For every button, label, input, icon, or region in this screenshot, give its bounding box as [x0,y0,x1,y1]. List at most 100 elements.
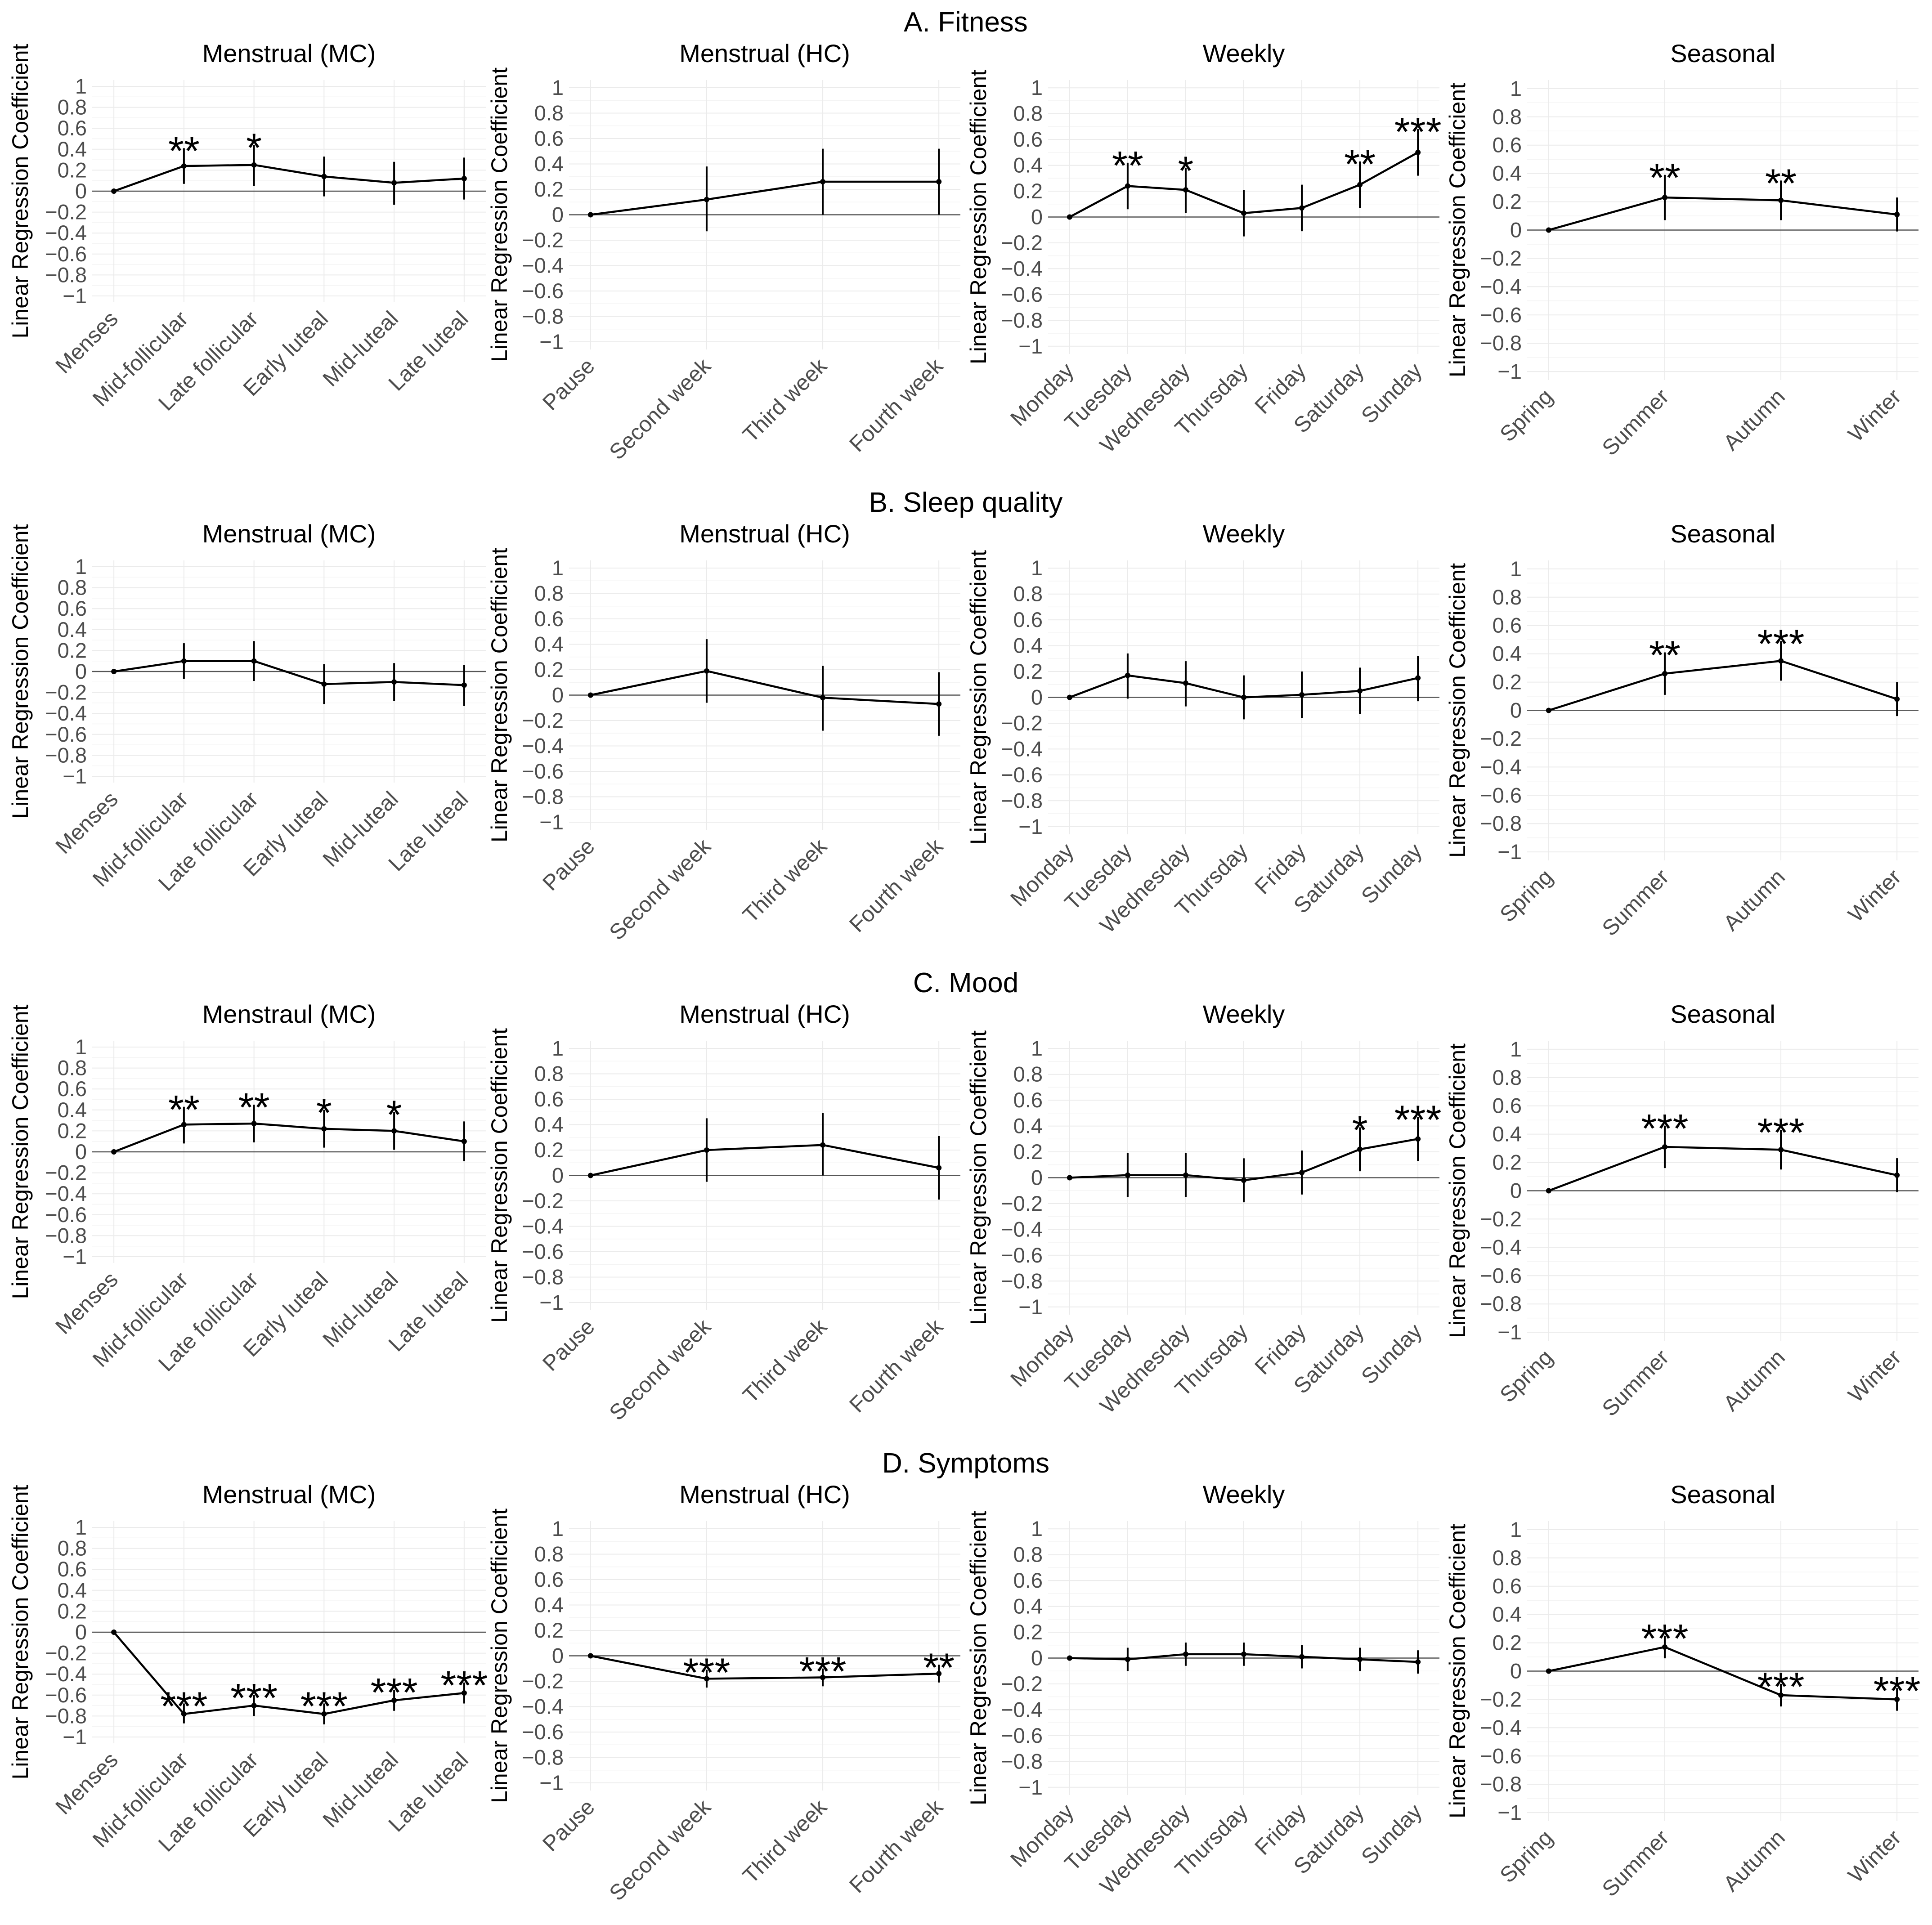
x-tick-label: Autumn [1719,385,1790,456]
panel: Menstrual (HC)−1−0.8−0.6−0.4−0.200.20.40… [487,39,960,465]
y-tick-label: −0.2 [45,680,87,704]
y-tick-label: 0.2 [534,177,564,201]
panel-title: Menstrual (HC) [679,1480,850,1509]
data-point [1183,680,1188,686]
panel-title: Menstraul (MC) [202,1000,376,1028]
y-tick-label: −0.2 [1480,726,1522,750]
data-point [1662,1644,1668,1650]
y-tick-label: −0.4 [1001,1217,1043,1241]
y-tick-label: 0.2 [58,638,87,662]
panel-title: Menstrual (HC) [679,39,850,67]
significance-label: *** [1641,1616,1688,1661]
y-tick-label: −0.2 [1001,711,1043,735]
x-tick-label: Spring [1495,1345,1557,1407]
data-point [587,212,593,218]
y-tick-label: 0.6 [1013,608,1043,631]
data-point [1299,1170,1305,1176]
significance-label: *** [440,1663,488,1708]
y-tick-label: 1 [552,1517,564,1540]
significance-label: *** [683,1651,730,1696]
panel: Menstrual (HC)−1−0.8−0.6−0.4−0.200.20.40… [487,519,960,945]
y-tick-label: 0.6 [1493,133,1522,157]
data-point [1415,149,1421,155]
y-axis-label: Linear Regression Coefficient [966,1511,991,1805]
y-tick-label: −1 [63,764,87,788]
y-tick-label: 0.8 [58,576,87,600]
x-tick-label: Sunday [1357,358,1427,428]
y-tick-label: −1 [539,1290,564,1314]
y-tick-label: 0.2 [1493,670,1522,694]
y-tick-label: −0.4 [1480,1235,1522,1259]
data-point [1067,1655,1072,1661]
data-point [1183,187,1188,193]
data-point [1546,1668,1551,1674]
y-tick-label: 0.2 [1013,1620,1043,1644]
y-tick-label: −1 [63,284,87,308]
data-point [587,1653,593,1659]
y-tick-label: 0.6 [534,1567,564,1591]
y-tick-label: 0.8 [534,581,564,605]
y-tick-label: −0.8 [522,1746,564,1769]
y-tick-label: −0.6 [1480,783,1522,807]
panel: Weekly−1−0.8−0.6−0.4−0.200.20.40.60.81**… [966,1000,1442,1418]
data-point [1662,195,1668,201]
y-tick-label: −0.8 [522,785,564,809]
panel-title: Weekly [1203,1480,1285,1509]
y-tick-label: −0.4 [522,1695,564,1719]
data-point [1125,183,1130,189]
data-point [181,658,187,664]
x-tick-label: Autumn [1719,1345,1790,1416]
y-tick-label: −0.6 [1001,1243,1043,1267]
y-tick-label: −1 [1497,1320,1522,1344]
y-tick-label: −0.8 [1001,1269,1043,1293]
panel: Seasonal −1 −0.8 −0.6 −0.4 −0.2 0 0.2 0.4 0.6 0.8 1… [1445,1480,1921,1902]
panel-title: Seasonal [1670,39,1775,67]
x-tick-label: Summer [1598,1345,1674,1421]
y-tick-label: 0.6 [1493,1574,1522,1598]
x-tick-label: Sunday [1357,1319,1427,1389]
significance-label: ** [238,1085,270,1130]
y-tick-label: −0.8 [45,743,87,767]
y-tick-label: −0.6 [1001,763,1043,787]
y-tick-label: −0.6 [522,279,564,303]
y-tick-label: −1 [539,1771,564,1795]
data-point [1894,1697,1900,1702]
y-tick-label: 0.2 [534,658,564,681]
data-point [1067,214,1072,220]
y-tick-label: 1 [75,1035,87,1059]
y-tick-label: 0.2 [1013,179,1043,203]
data-point [704,197,709,202]
y-tick-label: −0.8 [1001,308,1043,332]
x-tick-label: Spring [1495,865,1557,927]
y-tick-label: 0.8 [1493,1065,1522,1089]
y-axis-label: Linear Regression Coefficient [487,1028,512,1323]
y-tick-label: −0.6 [1480,1263,1522,1287]
y-tick-label: −0.4 [522,734,564,758]
data-point [461,1138,467,1144]
data-point [1894,1172,1900,1178]
data-point [391,180,397,186]
y-tick-label: −0.4 [45,1662,87,1686]
y-tick-label: −0.2 [45,1641,87,1665]
row-title: B. Sleep quality [869,487,1063,518]
y-tick-label: 0.4 [1013,153,1043,177]
data-point [1299,692,1305,698]
y-tick-label: −1 [539,330,564,354]
y-tick-label: −0.2 [1001,231,1043,255]
y-tick-label: −0.8 [1001,1749,1043,1773]
y-tick-label: −0.6 [45,722,87,746]
data-point [704,668,709,674]
data-point [1546,227,1551,233]
data-point [181,1122,187,1128]
y-tick-label: 1 [552,1036,564,1060]
x-tick-label: Menses [51,1748,123,1820]
data-point [1241,1651,1246,1657]
y-tick-label: 0.6 [534,126,564,150]
y-axis-label: Linear Regression Coefficient [487,548,512,842]
significance-label: *** [300,1684,348,1729]
y-axis-label: Linear Regression Coefficient [8,1485,33,1779]
y-tick-label: 1 [1031,1036,1043,1060]
